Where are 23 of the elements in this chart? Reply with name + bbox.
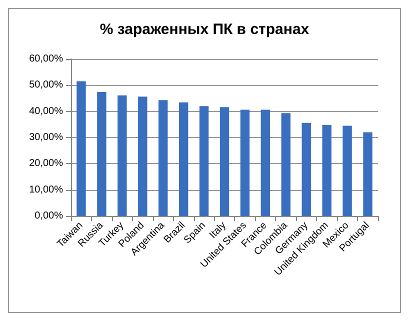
y-tick-label: 60,00%: [29, 54, 64, 64]
y-tick-label: 20,00%: [29, 158, 64, 170]
bar: [158, 100, 168, 216]
bar: [76, 81, 86, 216]
y-tick-label: 40,00%: [29, 106, 64, 117]
bar: [363, 132, 372, 216]
bar: [260, 110, 270, 216]
y-tick-label: 50,00%: [29, 80, 64, 91]
bar: [97, 92, 106, 216]
bar: [118, 95, 127, 216]
bar: [302, 122, 311, 216]
y-tick-label: 10,00%: [29, 184, 64, 196]
bar: [199, 106, 209, 216]
bar: [178, 102, 188, 216]
bar: [220, 107, 230, 216]
bar: [342, 126, 352, 216]
y-tick-label: 0,00%: [34, 210, 64, 222]
bar: [322, 124, 332, 216]
bar: [281, 113, 291, 216]
bar: [138, 96, 148, 216]
y-tick-label: 30,00%: [29, 132, 64, 143]
chart-title: % зараженных ПК в странах: [100, 21, 310, 38]
bar: [240, 110, 250, 216]
